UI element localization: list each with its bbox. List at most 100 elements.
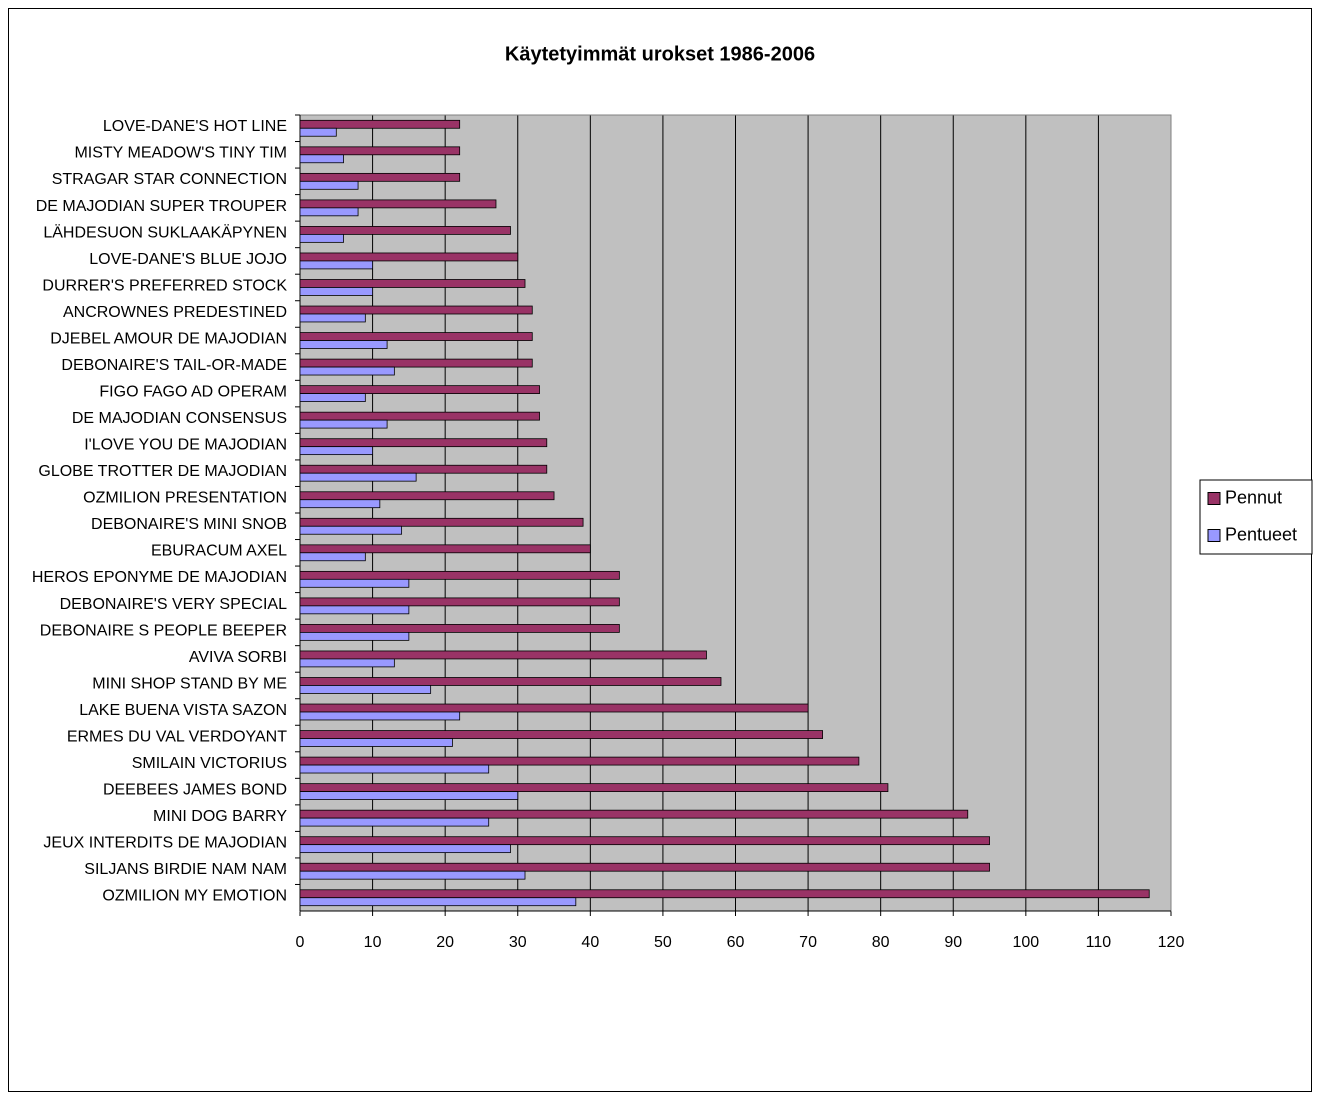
bar (299, 279, 526, 288)
bar (299, 226, 511, 235)
bar (299, 340, 388, 349)
y-tick-label: DE MAJODIAN CONSENSUS (72, 410, 287, 427)
y-tick-label: SMILAIN VICTORIUS (132, 755, 287, 772)
bar (299, 411, 540, 421)
bar (299, 180, 359, 190)
bar (299, 711, 461, 721)
bar (299, 172, 461, 182)
legend-label: Pentueet (1225, 524, 1297, 544)
bar (299, 578, 410, 588)
bar (299, 597, 620, 607)
x-tick-label: 0 (296, 934, 305, 951)
legend-swatch (1207, 529, 1221, 542)
bar (299, 525, 403, 535)
bar (299, 632, 410, 641)
bar (299, 897, 577, 907)
y-tick-label: DEEBEES JAMES BOND (103, 781, 287, 798)
bar (299, 624, 620, 633)
bar (299, 393, 366, 402)
chart-title: Käytetyimmät urokset 1986-2006 (505, 43, 815, 65)
bar (299, 764, 490, 774)
bar (299, 305, 533, 315)
bar (299, 605, 410, 615)
y-tick-label: MISTY MEADOW'S TINY TIM (74, 145, 287, 162)
bar (299, 517, 584, 527)
bar (299, 703, 809, 713)
bar (299, 313, 366, 323)
bar (299, 260, 373, 270)
y-tick-label: FIGO FAGO AD OPERAM (99, 383, 287, 400)
y-tick-label: AVIVA SORBI (189, 649, 287, 666)
bar (299, 817, 490, 827)
y-tick-label: ERMES DU VAL VERDOYANT (67, 728, 287, 745)
bar (299, 385, 540, 395)
y-tick-label: EBURACUM AXEL (151, 543, 287, 560)
x-tick-label: 40 (581, 934, 599, 951)
bar (299, 836, 990, 846)
y-tick-label: MINI DOG BARRY (153, 808, 287, 825)
bar (299, 499, 381, 509)
bar (299, 570, 620, 580)
y-tick-label: HEROS EPONYME DE MAJODIAN (32, 569, 287, 586)
x-tick-label: 80 (872, 934, 890, 951)
bar (299, 438, 548, 448)
bar (299, 127, 337, 137)
bar (299, 544, 591, 554)
x-tick-label: 120 (1158, 934, 1185, 951)
bar (299, 332, 533, 341)
bar (299, 366, 395, 376)
y-tick-label: DEBONAIRE'S TAIL-OR-MADE (61, 357, 287, 374)
y-tick-label: LOVE-DANE'S HOT LINE (103, 118, 287, 135)
y-tick-label: DEBONAIRE S PEOPLE BEEPER (40, 622, 287, 639)
x-tick-label: 50 (654, 934, 672, 951)
bar (299, 358, 533, 368)
y-tick-label: OZMILION PRESENTATION (83, 490, 287, 507)
y-tick-label: LOVE-DANE'S BLUE JOJO (89, 251, 287, 268)
bar (299, 791, 519, 800)
bar (299, 464, 548, 474)
bar (299, 199, 497, 209)
bar (299, 870, 526, 880)
x-tick-label: 60 (727, 934, 745, 951)
bar (299, 146, 461, 156)
y-tick-label: GLOBE TROTTER DE MAJODIAN (38, 463, 287, 480)
x-tick-label: 30 (509, 934, 527, 951)
y-tick-label: I'LOVE YOU DE MAJODIAN (84, 437, 287, 454)
bar (299, 472, 417, 482)
y-tick-label: OZMILION MY EMOTION (102, 888, 287, 905)
y-tick-label: DEBONAIRE'S MINI SNOB (91, 516, 287, 533)
y-tick-label: JEUX INTERDITS DE MAJODIAN (43, 835, 287, 852)
bar (299, 233, 344, 243)
bar (299, 730, 823, 739)
bar (299, 491, 555, 501)
y-tick-label: LAKE BUENA VISTA SAZON (79, 702, 287, 719)
legend-swatch (1207, 492, 1221, 505)
x-tick-label: 100 (1012, 934, 1039, 951)
bar (299, 658, 395, 668)
bar (299, 419, 388, 429)
bar (299, 252, 519, 262)
bar (299, 889, 1150, 899)
bar (299, 783, 889, 793)
bar (299, 119, 461, 129)
y-tick-label: MINI SHOP STAND BY ME (92, 675, 287, 692)
x-tick-label: 10 (364, 934, 382, 951)
y-tick-label: DJEBEL AMOUR DE MAJODIAN (50, 330, 287, 347)
x-tick-label: 20 (436, 934, 454, 951)
bar (299, 650, 707, 660)
y-tick-label: DURRER'S PREFERRED STOCK (42, 277, 287, 294)
y-tick-label: DE MAJODIAN SUPER TROUPER (36, 198, 287, 215)
y-tick-label: STRAGAR STAR CONNECTION (52, 171, 287, 188)
bar (299, 809, 969, 819)
bar (299, 738, 453, 747)
x-tick-label: 110 (1086, 934, 1112, 951)
bar (299, 844, 511, 854)
bar (299, 287, 373, 296)
bar (299, 207, 359, 217)
x-tick-label: 70 (799, 934, 817, 951)
bar (299, 552, 366, 562)
bar (299, 446, 373, 456)
y-tick-label: ANCROWNES PREDESTINED (63, 304, 287, 321)
y-tick-label: SILJANS BIRDIE NAM NAM (84, 861, 287, 878)
